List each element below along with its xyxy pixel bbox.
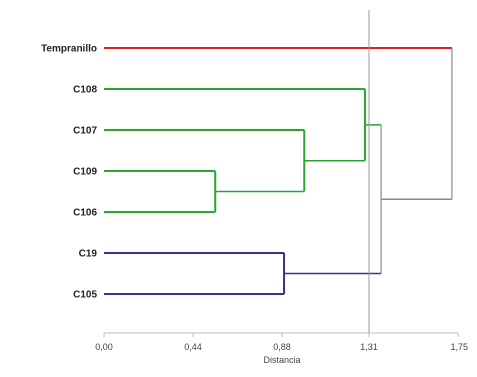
leaf-label-c19: C19 <box>79 249 98 260</box>
leaf-label-c108: C108 <box>73 85 97 96</box>
x-tick-label-3: 1,31 <box>360 342 378 352</box>
x-tick-label-2: 0,88 <box>273 342 291 352</box>
leaf-label-c106: C106 <box>73 208 97 219</box>
x-tick-label-1: 0,44 <box>184 342 202 352</box>
dendrogram-links <box>104 47 453 295</box>
x-axis-title: Distancia <box>264 355 301 365</box>
leaf-label-c107: C107 <box>73 126 97 137</box>
x-tick-label-0: 0,00 <box>95 342 113 352</box>
leaf-label-c109: C109 <box>73 167 97 178</box>
leaf-labels: Tempranillo C108 C107 C109 C106 C19 C105 <box>41 44 97 301</box>
leaf-label-tempranillo: Tempranillo <box>41 44 97 55</box>
x-axis: 0,00 0,44 0,88 1,31 1,75 <box>95 332 468 352</box>
x-tick-label-4: 1,75 <box>450 342 468 352</box>
leaf-label-c105: C105 <box>73 290 97 301</box>
